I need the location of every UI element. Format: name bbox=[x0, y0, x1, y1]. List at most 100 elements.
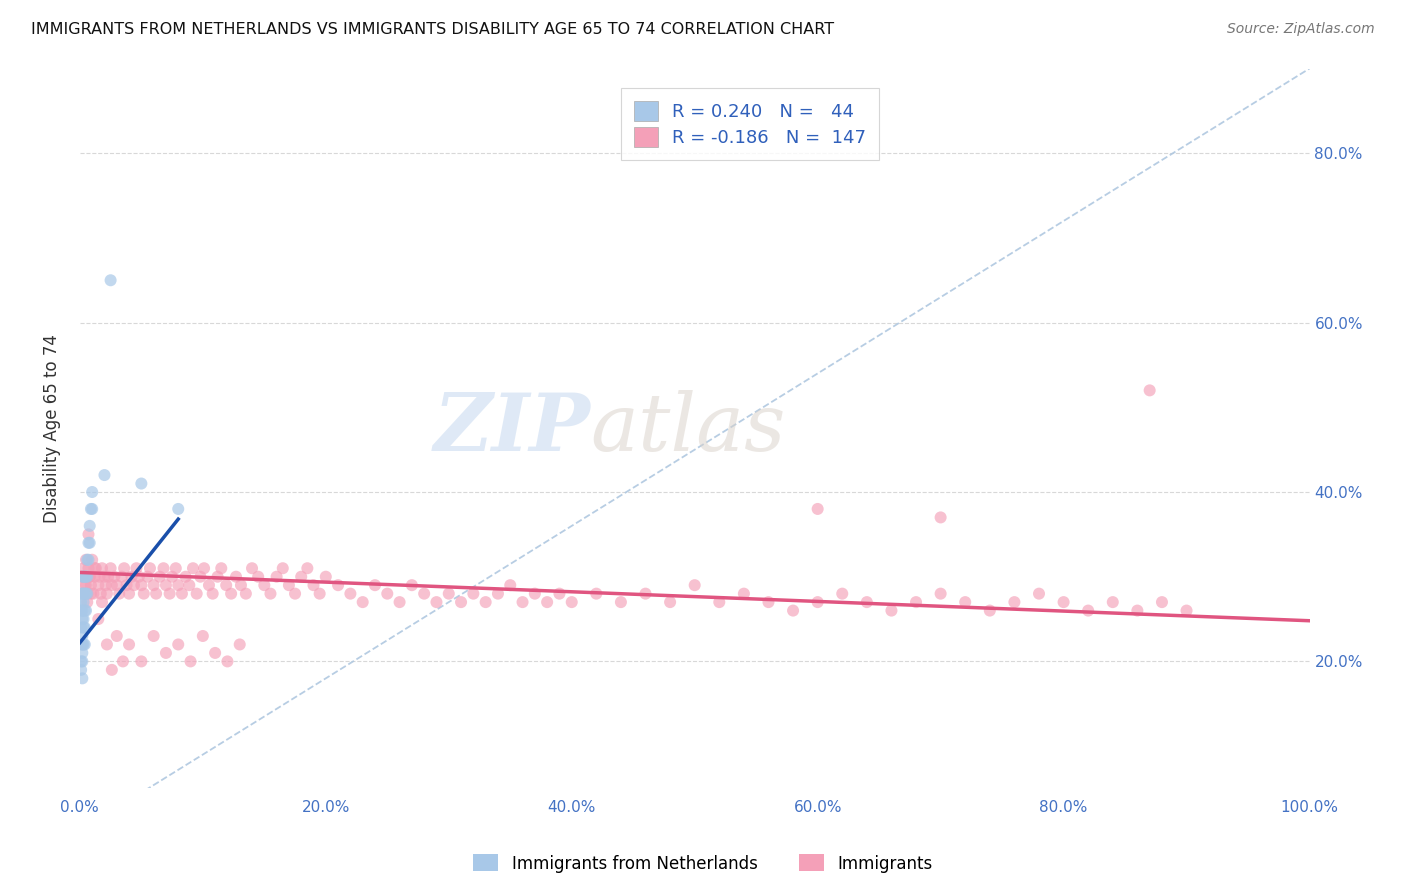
Point bbox=[152, 561, 174, 575]
Point bbox=[1126, 604, 1149, 618]
Point bbox=[80, 578, 103, 592]
Point bbox=[610, 595, 633, 609]
Point bbox=[807, 595, 830, 609]
Point bbox=[70, 587, 93, 601]
Point bbox=[70, 621, 93, 635]
Point bbox=[463, 587, 485, 601]
Point bbox=[121, 570, 143, 584]
Point bbox=[1077, 604, 1099, 618]
Point bbox=[659, 595, 682, 609]
Point bbox=[229, 637, 252, 651]
Point bbox=[180, 654, 202, 668]
Point bbox=[315, 570, 337, 584]
Point bbox=[159, 587, 181, 601]
Point bbox=[72, 637, 94, 651]
Point bbox=[73, 621, 96, 635]
Point bbox=[79, 536, 101, 550]
Point bbox=[856, 595, 879, 609]
Point bbox=[80, 587, 103, 601]
Point bbox=[142, 578, 165, 592]
Point bbox=[201, 587, 224, 601]
Point bbox=[118, 637, 141, 651]
Text: Source: ZipAtlas.com: Source: ZipAtlas.com bbox=[1227, 22, 1375, 37]
Point bbox=[84, 561, 107, 575]
Point bbox=[905, 595, 928, 609]
Point bbox=[191, 629, 214, 643]
Point bbox=[100, 561, 122, 575]
Point bbox=[259, 587, 281, 601]
Point bbox=[73, 587, 96, 601]
Point bbox=[70, 604, 93, 618]
Point bbox=[72, 570, 94, 584]
Point bbox=[76, 570, 98, 584]
Point bbox=[96, 587, 118, 601]
Point bbox=[326, 578, 349, 592]
Point bbox=[76, 595, 98, 609]
Point bbox=[111, 570, 134, 584]
Point bbox=[72, 612, 94, 626]
Point bbox=[167, 578, 190, 592]
Point bbox=[302, 578, 325, 592]
Point bbox=[953, 595, 976, 609]
Point bbox=[118, 587, 141, 601]
Point bbox=[72, 629, 94, 643]
Point bbox=[122, 578, 145, 592]
Point bbox=[253, 578, 276, 592]
Point bbox=[70, 637, 93, 651]
Point bbox=[229, 578, 252, 592]
Point bbox=[1175, 604, 1198, 618]
Point bbox=[79, 570, 101, 584]
Point bbox=[782, 604, 804, 618]
Point bbox=[807, 502, 830, 516]
Point bbox=[634, 587, 657, 601]
Point bbox=[186, 587, 208, 601]
Point bbox=[136, 570, 159, 584]
Point bbox=[297, 561, 319, 575]
Point bbox=[72, 570, 94, 584]
Point bbox=[561, 595, 583, 609]
Point bbox=[240, 561, 263, 575]
Point bbox=[181, 561, 204, 575]
Point bbox=[91, 595, 114, 609]
Point bbox=[425, 595, 447, 609]
Point bbox=[75, 578, 97, 592]
Point bbox=[70, 654, 93, 668]
Point bbox=[97, 570, 120, 584]
Point bbox=[290, 570, 312, 584]
Point bbox=[82, 502, 104, 516]
Point bbox=[277, 578, 299, 592]
Point bbox=[1139, 384, 1161, 398]
Point bbox=[105, 629, 128, 643]
Point bbox=[979, 604, 1001, 618]
Point bbox=[72, 570, 94, 584]
Point bbox=[77, 536, 100, 550]
Point bbox=[70, 663, 93, 677]
Point bbox=[72, 637, 94, 651]
Point bbox=[536, 595, 558, 609]
Point bbox=[831, 587, 853, 601]
Point bbox=[72, 587, 94, 601]
Point bbox=[512, 595, 534, 609]
Point bbox=[131, 578, 153, 592]
Point bbox=[93, 570, 115, 584]
Point bbox=[284, 587, 307, 601]
Point bbox=[193, 561, 215, 575]
Point bbox=[79, 519, 101, 533]
Y-axis label: Disability Age 65 to 74: Disability Age 65 to 74 bbox=[44, 334, 60, 523]
Point bbox=[75, 553, 97, 567]
Point bbox=[93, 468, 115, 483]
Legend: Immigrants from Netherlands, Immigrants: Immigrants from Netherlands, Immigrants bbox=[467, 847, 939, 880]
Point bbox=[204, 646, 226, 660]
Point bbox=[1101, 595, 1123, 609]
Point bbox=[929, 587, 952, 601]
Point bbox=[72, 561, 94, 575]
Point bbox=[72, 646, 94, 660]
Point bbox=[880, 604, 903, 618]
Point bbox=[112, 561, 135, 575]
Point bbox=[160, 570, 183, 584]
Point bbox=[82, 485, 104, 500]
Point bbox=[73, 570, 96, 584]
Point bbox=[131, 654, 153, 668]
Point bbox=[271, 561, 294, 575]
Point bbox=[80, 502, 103, 516]
